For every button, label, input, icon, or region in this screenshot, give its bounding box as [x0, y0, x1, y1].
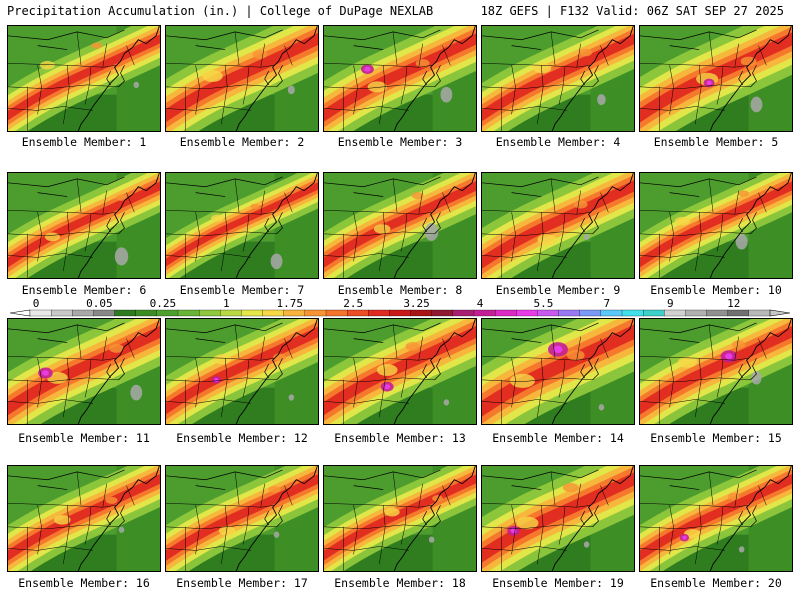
ensemble-member-map — [481, 172, 635, 279]
colorbar-swatch — [410, 309, 433, 317]
ensemble-member-label: Ensemble Member: 18 — [334, 576, 466, 590]
ensemble-member-label: Ensemble Member: 3 — [337, 135, 463, 149]
colorbar-swatch — [156, 309, 179, 317]
colorbar-tick-label: 7 — [604, 298, 611, 310]
colorbar-swatch — [368, 309, 390, 317]
colorbar-swatch — [29, 309, 52, 317]
colorbar-min-arrow — [9, 309, 31, 317]
ensemble-member-map — [165, 25, 319, 132]
colorbar-tick-label: 1.75 — [276, 298, 303, 310]
ensemble-member-label: Ensemble Member: 6 — [21, 283, 147, 297]
colorbar-swatch — [389, 309, 412, 317]
colorbar-tick-label: 4 — [477, 298, 484, 310]
colorbar-tick-label: 5.5 — [533, 298, 553, 310]
ensemble-member-map — [7, 172, 161, 279]
ensemble-member-label: Ensemble Member: 7 — [179, 283, 305, 297]
colorbar-swatch — [558, 309, 581, 317]
ensemble-member-map — [323, 25, 477, 132]
colorbar-swatch — [664, 309, 686, 317]
colorbar-tick-label: 9 — [667, 298, 674, 310]
ensemble-member-map — [7, 318, 161, 425]
colorbar-tick-label: 1 — [223, 298, 230, 310]
colorbar-swatch — [135, 309, 158, 317]
ensemble-member-map — [639, 465, 793, 572]
colorbar-swatch — [494, 309, 517, 317]
ensemble-member-label: Ensemble Member: 1 — [21, 135, 147, 149]
colorbar-swatch — [220, 309, 242, 317]
ensemble-member-label: Ensemble Member: 8 — [337, 283, 463, 297]
colorbar-swatch — [473, 309, 496, 317]
ensemble-member-map — [639, 25, 793, 132]
ensemble-member-label: Ensemble Member: 17 — [176, 576, 308, 590]
map-title: Precipitation Accumulation (in.) | Colle… — [7, 4, 434, 18]
colorbar-swatch — [727, 309, 750, 317]
ensemble-member-label: Ensemble Member: 9 — [495, 283, 621, 297]
ensemble-member-map — [7, 25, 161, 132]
colorbar-tick-label: 2.5 — [343, 298, 363, 310]
colorbar-swatch — [600, 309, 623, 317]
ensemble-member-label: Ensemble Member: 4 — [495, 135, 621, 149]
colorbar-swatch — [431, 309, 454, 317]
ensemble-member-map — [481, 25, 635, 132]
ensemble-member-label: Ensemble Member: 12 — [176, 431, 308, 445]
colorbar-swatch — [283, 309, 306, 317]
ensemble-member-label: Ensemble Member: 10 — [650, 283, 782, 297]
colorbar-tick-label: 0.25 — [150, 298, 177, 310]
colorbar-swatch — [642, 309, 665, 317]
colorbar-swatch — [706, 309, 729, 317]
ensemble-member-map — [639, 318, 793, 425]
colorbar-swatch — [346, 309, 369, 317]
ensemble-member-map — [165, 465, 319, 572]
colorbar-swatch — [50, 309, 73, 317]
colorbar-tick-label: 0 — [33, 298, 40, 310]
colorbar-tick-label: 3.25 — [403, 298, 430, 310]
ensemble-member-label: Ensemble Member: 20 — [650, 576, 782, 590]
ensemble-member-map — [165, 318, 319, 425]
ensemble-member-label: Ensemble Member: 16 — [18, 576, 150, 590]
colorbar-swatch — [262, 309, 285, 317]
colorbar-swatch — [452, 309, 475, 317]
colorbar-swatch — [93, 309, 116, 317]
ensemble-member-label: Ensemble Member: 14 — [492, 431, 624, 445]
colorbar-swatch — [579, 309, 602, 317]
ensemble-member-label: Ensemble Member: 19 — [492, 576, 624, 590]
colorbar-swatch — [241, 309, 264, 317]
colorbar-tick-label: 0.05 — [86, 298, 113, 310]
colorbar-max-arrow — [769, 309, 791, 317]
ensemble-member-label: Ensemble Member: 2 — [179, 135, 305, 149]
colorbar-tick-label: 12 — [727, 298, 740, 310]
colorbar-swatch — [516, 309, 538, 317]
precipitation-colorbar: 0 0.05 0.25 1 1.75 2.5 3.25 4 5.5 7 9 12 — [0, 298, 800, 320]
colorbar-swatch — [198, 309, 221, 317]
ensemble-member-map — [323, 318, 477, 425]
colorbar-swatch — [304, 309, 327, 317]
ensemble-member-map — [481, 318, 635, 425]
colorbar-swatch — [621, 309, 644, 317]
ensemble-member-map — [639, 172, 793, 279]
ensemble-member-label: Ensemble Member: 13 — [334, 431, 466, 445]
colorbar-swatch — [685, 309, 708, 317]
ensemble-member-label: Ensemble Member: 11 — [18, 431, 150, 445]
ensemble-member-label: Ensemble Member: 5 — [653, 135, 779, 149]
colorbar-swatch — [537, 309, 560, 317]
ensemble-member-map — [7, 465, 161, 572]
model-run-info: 18Z GEFS | F132 Valid: 06Z SAT SEP 27 20… — [480, 4, 784, 18]
ensemble-member-map — [481, 465, 635, 572]
colorbar-swatch — [72, 309, 94, 317]
colorbar-swatch — [114, 309, 137, 317]
ensemble-member-map — [165, 172, 319, 279]
ensemble-member-map — [323, 172, 477, 279]
colorbar-swatch — [748, 309, 771, 317]
ensemble-member-map — [323, 465, 477, 572]
colorbar-swatch — [325, 309, 348, 317]
colorbar-swatch — [177, 309, 200, 317]
ensemble-member-label: Ensemble Member: 15 — [650, 431, 782, 445]
